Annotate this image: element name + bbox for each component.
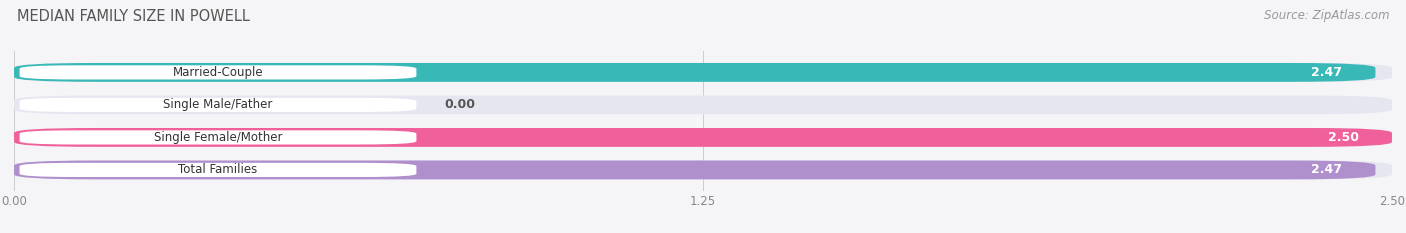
Text: MEDIAN FAMILY SIZE IN POWELL: MEDIAN FAMILY SIZE IN POWELL bbox=[17, 9, 250, 24]
FancyBboxPatch shape bbox=[14, 161, 1392, 179]
Text: Total Families: Total Families bbox=[179, 163, 257, 176]
FancyBboxPatch shape bbox=[20, 98, 416, 112]
Text: 2.47: 2.47 bbox=[1312, 66, 1343, 79]
FancyBboxPatch shape bbox=[14, 63, 1375, 82]
Text: Source: ZipAtlas.com: Source: ZipAtlas.com bbox=[1264, 9, 1389, 22]
FancyBboxPatch shape bbox=[14, 161, 1375, 179]
FancyBboxPatch shape bbox=[14, 63, 1392, 82]
FancyBboxPatch shape bbox=[20, 163, 416, 177]
FancyBboxPatch shape bbox=[20, 130, 416, 144]
Text: Single Male/Father: Single Male/Father bbox=[163, 98, 273, 111]
Text: 0.00: 0.00 bbox=[444, 98, 475, 111]
Text: Single Female/Mother: Single Female/Mother bbox=[153, 131, 283, 144]
FancyBboxPatch shape bbox=[14, 96, 1392, 114]
Text: 2.50: 2.50 bbox=[1327, 131, 1358, 144]
FancyBboxPatch shape bbox=[14, 128, 1392, 147]
FancyBboxPatch shape bbox=[20, 65, 416, 79]
FancyBboxPatch shape bbox=[14, 128, 1392, 147]
Text: Married-Couple: Married-Couple bbox=[173, 66, 263, 79]
Text: 2.47: 2.47 bbox=[1312, 163, 1343, 176]
